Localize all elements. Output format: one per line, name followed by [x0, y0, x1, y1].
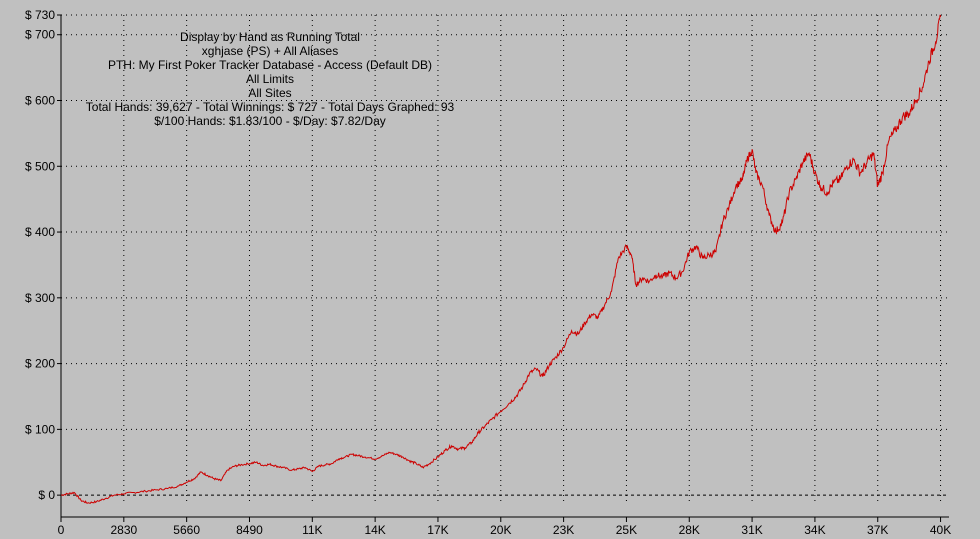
x-tick-label: 5660: [173, 523, 200, 537]
info-player: xghjase (PS) + All Aliases: [201, 44, 339, 58]
y-axis: $ 0 $ 100 $ 200 $ 300 $ 400 $ 500 $ 600 $ 700 $ …: [25, 8, 62, 522]
x-tick-label: 20K: [490, 523, 511, 537]
info-totals: Total Hands: 39,627 - Total Winnings: $ …: [85, 100, 455, 114]
x-tick-label: 25K: [616, 523, 637, 537]
series-line-running-total: [60, 14, 942, 504]
x-tick-label: 37K: [867, 523, 888, 537]
x-tick-label: 40K: [930, 523, 951, 537]
x-tick-label: 34K: [804, 523, 825, 537]
x-tick-label: 14K: [364, 523, 385, 537]
x-tick-label: 28K: [679, 523, 700, 537]
y-tick-label: $ 730: [25, 8, 55, 22]
y-tick-label: $ 0: [38, 488, 55, 502]
x-tick-label: 17K: [427, 523, 448, 537]
x-tick-label: 2830: [110, 523, 137, 537]
x-axis: 0 2830 5660 8490 11K 14K 17K 20K 23K 25K 28K 31K 34K…: [58, 516, 951, 537]
chart-info-block: Display by Hand as Running Total xghjase…: [60, 30, 480, 128]
info-display-mode: Display by Hand as Running Total: [180, 30, 360, 44]
x-tick-label: 23K: [553, 523, 574, 537]
y-tick-label: $ 100: [25, 422, 55, 436]
series-layer: [60, 14, 942, 504]
info-sites: All Sites: [248, 86, 292, 100]
y-tick-label: $ 400: [25, 225, 55, 239]
info-database: PTH: My First Poker Tracker Database - A…: [107, 58, 433, 72]
x-tick-label: 11K: [302, 523, 322, 537]
chart-grid: [61, 14, 949, 505]
y-tick-label: $ 600: [25, 94, 55, 108]
y-tick-label: $ 500: [25, 159, 55, 173]
y-tick-label: $ 200: [25, 357, 55, 371]
y-tick-label: $ 300: [25, 291, 55, 305]
x-tick-label: 31K: [741, 523, 762, 537]
x-tick-label: 0: [58, 523, 65, 537]
x-tick-label: 8490: [236, 523, 263, 537]
y-tick-label: $ 700: [25, 28, 55, 42]
info-limits: All Limits: [245, 72, 294, 86]
info-rates: $/100 Hands: $1.83/100 - $/Day: $7.82/Da…: [154, 114, 386, 128]
